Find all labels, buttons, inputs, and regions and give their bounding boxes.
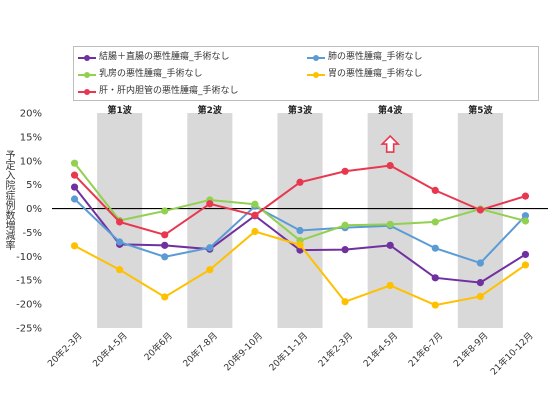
y-tick-label: 15% [20, 132, 42, 143]
series-point [431, 244, 439, 252]
legend-swatch-icon [307, 54, 325, 61]
series-point [161, 231, 169, 239]
series-point [431, 274, 439, 282]
series-point [161, 207, 169, 215]
series-lines [70, 159, 530, 309]
y-tick-label: -25% [16, 324, 42, 335]
y-tick-label: 0% [26, 204, 42, 215]
y-tick-label: 10% [20, 156, 42, 167]
x-axis: 20年2-3月 20年4-5月 20年6月 20年7-8月 20年9-10月 20年11-… [45, 330, 536, 378]
series-point [341, 246, 349, 254]
series-point [341, 221, 349, 229]
wave-label: 第1波 [108, 104, 133, 116]
y-tick-label: -10% [16, 252, 42, 263]
wave-label: 第4波 [378, 104, 403, 116]
series-point [161, 241, 169, 249]
series-point [116, 266, 124, 274]
series-point [296, 241, 304, 249]
series-point [70, 242, 79, 250]
series-point [341, 167, 349, 175]
legend-label: 胃の悪性腫瘍_手術なし [328, 69, 423, 79]
x-tick-label: 21年2-3月 [316, 330, 356, 370]
series-point [431, 186, 439, 194]
legend-item: 乳房の悪性腫瘍_手術なし [78, 69, 203, 81]
series-point [386, 241, 394, 249]
wave-band [187, 113, 233, 328]
up-arrow-icon [380, 134, 401, 153]
wave-band [457, 113, 503, 328]
series-point [476, 259, 484, 267]
series-point [70, 183, 79, 191]
series-point [206, 244, 214, 252]
x-tick-label: 21年8-9月 [451, 330, 491, 370]
x-tick-label: 20年11-1月 [266, 330, 310, 374]
series-point [431, 301, 439, 309]
y-tick-label: -15% [16, 276, 42, 287]
series-point [386, 220, 394, 228]
x-tick-label: 21年4-5月 [361, 330, 401, 370]
series-point [476, 279, 484, 287]
legend-swatch-icon [78, 71, 96, 78]
wave-band [277, 113, 323, 328]
wave-label: 第2波 [198, 104, 223, 116]
y-axis: 20% 15% 10% 5% 0% -5% -10% -15% -20% -25% [16, 109, 548, 335]
x-tick-label: 20年4-5月 [90, 330, 130, 370]
series-point [161, 293, 169, 301]
series-point [521, 217, 530, 225]
wave-label: 第5波 [468, 104, 493, 116]
series-point [70, 195, 79, 203]
y-tick-label: -5% [23, 228, 42, 239]
series-point [116, 238, 124, 246]
legend-item: 肝・肝内胆管の悪性腫瘍_手術なし [78, 86, 239, 98]
series-point [251, 227, 259, 236]
series-point [70, 171, 79, 179]
y-tick-label: 5% [26, 180, 42, 191]
series-point [251, 211, 259, 219]
legend-item: 肺の悪性腫瘍_手術なし [307, 52, 423, 64]
x-tick-label: 20年2-3月 [45, 330, 85, 370]
series-point [431, 218, 439, 226]
series-point [521, 250, 530, 259]
series-point [206, 266, 214, 274]
series-point [386, 281, 394, 290]
x-tick-label: 20年6月 [141, 330, 174, 363]
series-point [251, 200, 259, 208]
series-point [521, 192, 530, 200]
y-tick-label: 20% [20, 109, 42, 120]
legend-item: 胃の悪性腫瘍_手術なし [307, 69, 423, 81]
y-axis-label: 予定入院症例数増減率 [3, 150, 14, 250]
x-tick-label: 20年7-8月 [180, 330, 220, 370]
series-point [341, 298, 349, 306]
legend-item: 結腸＋直腸の悪性腫瘍_手術なし [78, 52, 230, 64]
y-tick-label: -20% [16, 300, 42, 311]
series-point [70, 159, 79, 167]
series-point [386, 161, 394, 170]
series-point [296, 226, 304, 235]
legend [73, 46, 539, 101]
series-point [206, 200, 214, 208]
annotation [380, 134, 401, 153]
series-point [296, 178, 304, 186]
series-point [161, 253, 169, 261]
wave-label: 第3波 [288, 104, 313, 116]
legend-swatch-icon [307, 71, 325, 78]
x-tick-label: 21年10-12月 [488, 330, 536, 378]
series-point [476, 206, 484, 214]
legend-label: 結腸＋直腸の悪性腫瘍_手術なし [99, 52, 230, 62]
legend-label: 乳房の悪性腫瘍_手術なし [99, 69, 203, 79]
legend-swatch-icon [78, 54, 96, 61]
wave-labels: 第1波 第2波 第3波 第4波 第5波 [108, 104, 494, 116]
legend-label: 肝・肝内胆管の悪性腫瘍_手術なし [99, 86, 239, 96]
x-tick-label: 20年9-10月 [221, 330, 265, 374]
x-tick-label: 21年6-7月 [406, 330, 446, 370]
series-point [521, 212, 530, 220]
series-point [476, 292, 484, 301]
legend-label: 肺の悪性腫瘍_手術なし [328, 52, 423, 62]
series-point [521, 261, 530, 269]
series-point [116, 218, 124, 226]
legend-swatch-icon [78, 88, 96, 95]
